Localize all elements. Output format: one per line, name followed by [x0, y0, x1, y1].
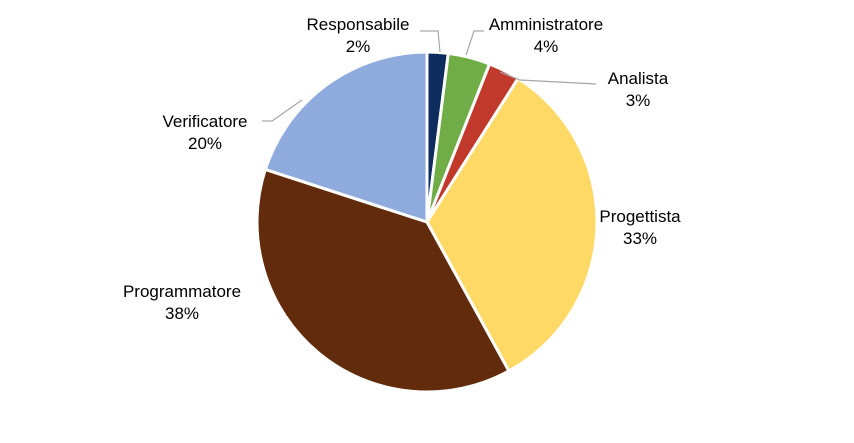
- slice-name-label: Responsabile: [306, 15, 409, 34]
- pie-slices: [255, 50, 599, 394]
- slice-percent-label: 2%: [346, 37, 371, 56]
- leader-line-analista: [499, 71, 597, 85]
- slice-percent-label: 38%: [165, 304, 199, 323]
- slice-labels: Responsabile 2% Amministratore 4% Analista 3%…: [123, 15, 681, 323]
- leader-line-amministratore: [465, 30, 484, 56]
- slice-name-label: Amministratore: [489, 15, 603, 34]
- pie-slice-programmatore: [255, 167, 511, 394]
- leader-lines: [262, 30, 597, 122]
- slice-name-label: Analista: [608, 69, 669, 88]
- slice-percent-label: 3%: [626, 91, 651, 110]
- pie-slice-verificatore: [263, 50, 429, 225]
- slice-name-label: Progettista: [599, 207, 681, 226]
- slice-percent-label: 4%: [534, 37, 559, 56]
- slice-percent-label: 33%: [623, 229, 657, 248]
- slice-name-label: Programmatore: [123, 282, 241, 301]
- leader-line-verificatore: [262, 99, 303, 122]
- slice-name-label: Verificatore: [162, 112, 247, 131]
- leader-line-responsabile: [420, 30, 441, 53]
- slice-percent-label: 20%: [188, 134, 222, 153]
